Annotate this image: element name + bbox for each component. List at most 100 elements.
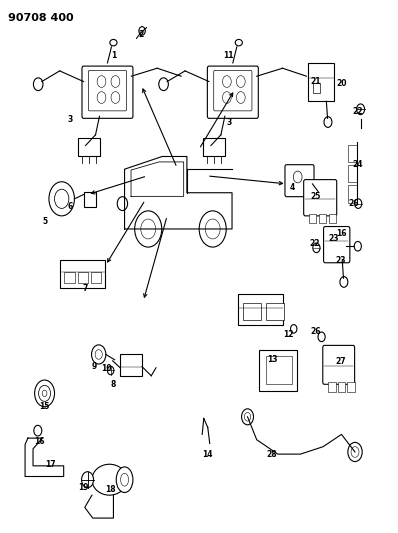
Bar — [64, 272, 75, 283]
Bar — [266, 303, 284, 320]
Circle shape — [97, 92, 106, 103]
Text: 24: 24 — [352, 160, 363, 168]
Ellipse shape — [121, 473, 129, 486]
Text: 4: 4 — [290, 183, 295, 192]
Circle shape — [236, 92, 245, 103]
Circle shape — [222, 76, 231, 87]
Bar — [266, 356, 292, 384]
Circle shape — [111, 76, 120, 87]
Text: 5: 5 — [42, 217, 47, 225]
Bar — [203, 138, 225, 156]
Circle shape — [324, 117, 332, 127]
FancyBboxPatch shape — [88, 70, 127, 111]
Circle shape — [141, 219, 156, 239]
Text: 8: 8 — [111, 381, 116, 389]
Circle shape — [39, 385, 51, 401]
Text: 10: 10 — [101, 365, 112, 373]
Circle shape — [244, 413, 251, 421]
Bar — [348, 145, 357, 162]
Bar — [259, 350, 297, 391]
Circle shape — [357, 104, 365, 115]
Circle shape — [205, 219, 220, 239]
Bar — [309, 214, 316, 223]
Bar — [348, 165, 357, 182]
Circle shape — [82, 472, 94, 488]
Circle shape — [49, 182, 74, 216]
Text: 21: 21 — [310, 77, 321, 85]
Circle shape — [33, 78, 43, 91]
Bar — [338, 382, 345, 392]
Bar — [84, 192, 96, 207]
Bar — [238, 294, 283, 325]
Text: 1: 1 — [111, 52, 116, 60]
Text: 20: 20 — [336, 79, 347, 88]
Circle shape — [199, 211, 226, 247]
Text: 16: 16 — [34, 437, 44, 446]
Text: 28: 28 — [266, 450, 277, 458]
Text: 90708 400: 90708 400 — [8, 13, 74, 23]
Text: 17: 17 — [46, 461, 56, 469]
Circle shape — [42, 390, 47, 397]
Circle shape — [135, 211, 162, 247]
Bar — [319, 214, 326, 223]
Ellipse shape — [116, 467, 133, 492]
Text: 22: 22 — [309, 239, 320, 248]
Text: 26: 26 — [348, 199, 359, 208]
FancyBboxPatch shape — [214, 70, 252, 111]
Bar — [347, 382, 355, 392]
FancyBboxPatch shape — [207, 66, 258, 118]
Text: 16: 16 — [336, 229, 347, 238]
Circle shape — [351, 447, 359, 457]
Bar — [60, 260, 105, 288]
Circle shape — [293, 171, 302, 183]
Text: 9: 9 — [92, 362, 97, 371]
Text: 2: 2 — [139, 30, 144, 39]
FancyBboxPatch shape — [324, 227, 350, 263]
Text: 6: 6 — [67, 202, 72, 211]
Circle shape — [139, 27, 145, 35]
Ellipse shape — [110, 39, 117, 46]
Circle shape — [117, 197, 128, 211]
Bar — [348, 185, 357, 203]
Bar — [329, 214, 336, 223]
Bar — [78, 138, 100, 156]
Text: 7: 7 — [83, 285, 88, 293]
Ellipse shape — [92, 464, 127, 495]
Text: 3: 3 — [226, 118, 232, 127]
Text: 11: 11 — [224, 52, 234, 60]
FancyBboxPatch shape — [304, 180, 337, 216]
Text: 26: 26 — [310, 327, 321, 336]
Bar — [328, 382, 336, 392]
Circle shape — [340, 277, 348, 287]
Text: 3: 3 — [67, 116, 72, 124]
Circle shape — [111, 92, 120, 103]
Circle shape — [354, 241, 361, 251]
Text: 12: 12 — [283, 330, 294, 338]
Text: 27: 27 — [335, 357, 345, 366]
Text: 15: 15 — [39, 402, 50, 410]
Circle shape — [159, 78, 168, 91]
Circle shape — [348, 442, 362, 462]
Circle shape — [222, 92, 231, 103]
Circle shape — [34, 425, 42, 436]
Text: 13: 13 — [267, 356, 278, 364]
Text: 18: 18 — [105, 485, 116, 494]
FancyBboxPatch shape — [82, 66, 133, 118]
Circle shape — [107, 366, 114, 375]
Circle shape — [35, 380, 55, 407]
FancyBboxPatch shape — [323, 345, 355, 384]
Text: 14: 14 — [203, 450, 213, 458]
Circle shape — [291, 325, 297, 333]
Circle shape — [316, 190, 323, 199]
Circle shape — [313, 243, 320, 253]
Circle shape — [92, 345, 106, 364]
Circle shape — [95, 350, 102, 359]
Text: 23: 23 — [328, 235, 339, 243]
Text: 19: 19 — [78, 483, 89, 492]
Circle shape — [55, 189, 69, 208]
Ellipse shape — [235, 39, 242, 46]
Bar — [308, 63, 334, 101]
Text: 23: 23 — [335, 256, 345, 264]
Text: 25: 25 — [310, 192, 321, 200]
Text: 22: 22 — [352, 108, 363, 116]
